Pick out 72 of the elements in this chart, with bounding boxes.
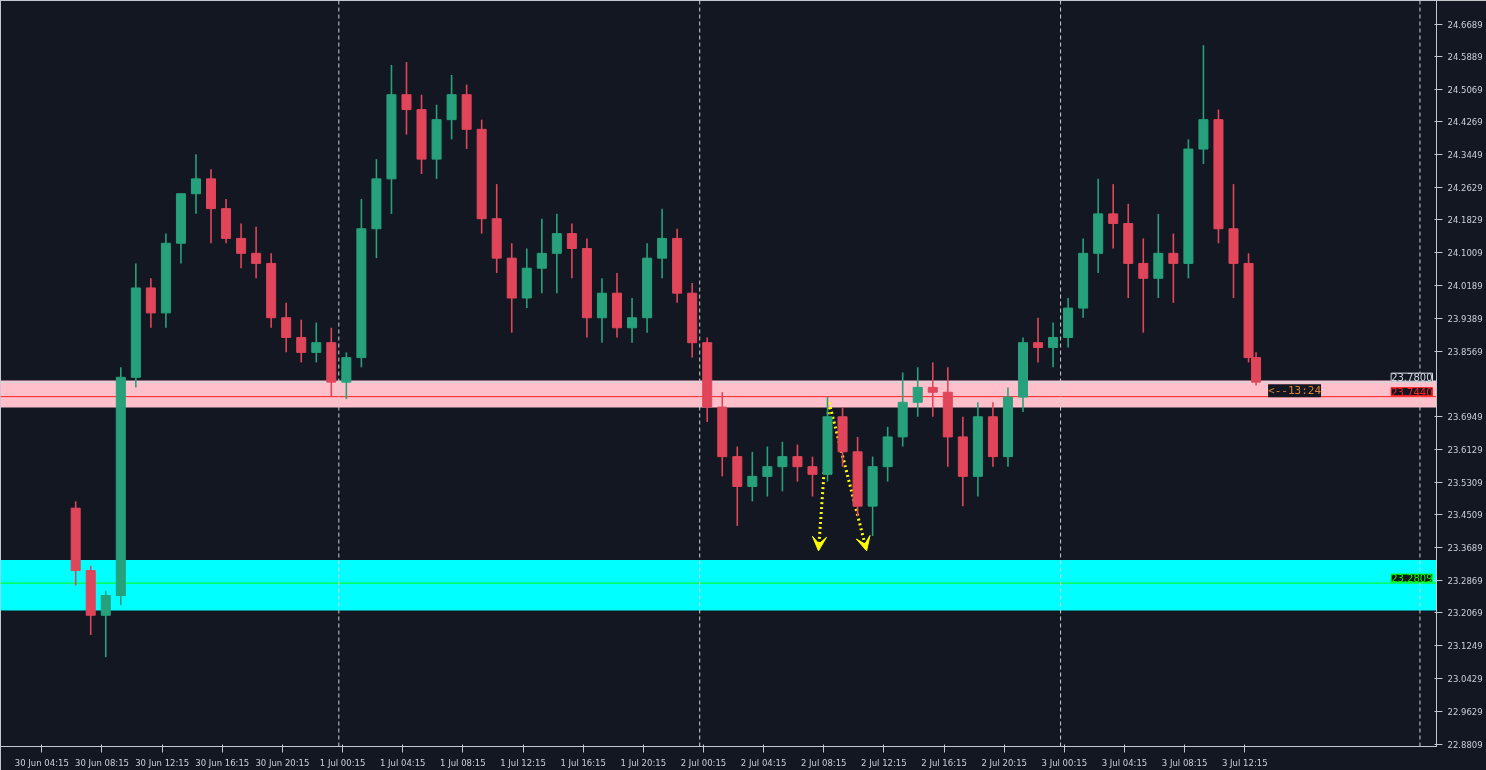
y-tick-label: 22.9629 — [1447, 706, 1483, 717]
candlestick — [1168, 232, 1179, 304]
y-tick-label: 24.6689 — [1447, 19, 1483, 30]
y-tick-label: 23.3689 — [1447, 543, 1483, 554]
y-tick-label: 23.1249 — [1447, 641, 1483, 652]
x-tick-label: 1 Jul 20:15 — [620, 757, 667, 768]
x-tick-label: 30 Jun 04:15 — [14, 757, 69, 768]
x-tick-label: 2 Jul 04:15 — [740, 757, 787, 768]
x-tick-label: 3 Jul 08:15 — [1161, 757, 1208, 768]
candlestick — [566, 222, 577, 280]
y-tick-label: 24.5069 — [1447, 85, 1483, 96]
candlestick — [281, 302, 292, 354]
x-tick-label: 2 Jul 12:15 — [861, 757, 907, 768]
x-tick-label: 1 Jul 16:15 — [560, 757, 606, 768]
candlestick — [777, 440, 788, 493]
candlestick — [236, 222, 247, 270]
candlestick — [792, 443, 803, 483]
x-tick-label: 30 Jun 12:15 — [135, 757, 190, 768]
y-tick-label: 24.1829 — [1447, 215, 1483, 226]
x-tick-label: 3 Jul 00:15 — [1041, 757, 1088, 768]
y-tick-label: 24.1009 — [1447, 248, 1483, 259]
candlestick — [1033, 316, 1044, 364]
y-tick-label: 24.0189 — [1447, 281, 1483, 292]
x-tick-label: 2 Jul 16:15 — [921, 757, 967, 768]
x-tick-label: 30 Jun 20:15 — [255, 757, 310, 768]
candlestick — [251, 225, 262, 280]
ref-line-label: 23.2809 — [1391, 573, 1433, 585]
x-tick-label: 30 Jun 16:15 — [195, 757, 250, 768]
candlestick — [912, 366, 923, 418]
y-tick-label: 23.4509 — [1447, 510, 1483, 521]
candlestick — [1108, 183, 1119, 250]
x-tick-label: 30 Jun 08:15 — [75, 757, 129, 768]
candlestick — [100, 589, 111, 658]
y-tick-label: 23.6949 — [1447, 411, 1483, 422]
y-tick-label: 24.4269 — [1447, 117, 1483, 128]
annotation: <--13:24 — [1268, 384, 1322, 398]
y-tick-label: 22.8809 — [1447, 739, 1483, 750]
candlestick — [1048, 321, 1059, 369]
y-tick-label: 23.9389 — [1447, 313, 1483, 324]
candlestick — [747, 451, 758, 503]
y-tick-label: 23.5309 — [1447, 477, 1483, 488]
candlestick — [296, 318, 307, 364]
y-tick-label: 24.2629 — [1447, 183, 1483, 194]
y-tick-label: 23.2869 — [1447, 576, 1483, 587]
candlestick — [807, 455, 818, 498]
candlestick — [657, 207, 668, 280]
candlestick — [536, 217, 547, 294]
x-tick-label: 1 Jul 08:15 — [440, 757, 486, 768]
candlestick — [401, 61, 412, 136]
x-tick-label: 1 Jul 00:15 — [319, 757, 366, 768]
candlestick — [927, 361, 938, 418]
candlestick — [311, 321, 322, 364]
y-tick-label: 23.8569 — [1447, 346, 1483, 357]
x-tick-label: 1 Jul 04:15 — [379, 757, 426, 768]
candlestick — [190, 153, 201, 215]
y-tick-label: 23.6129 — [1447, 444, 1483, 455]
x-tick-label: 2 Jul 20:15 — [981, 757, 1027, 768]
x-tick-label: 3 Jul 12:15 — [1222, 757, 1268, 768]
y-tick-label: 24.5889 — [1447, 52, 1483, 62]
ref-line-label: 23.7800 — [1391, 372, 1433, 384]
y-tick-label: 23.0429 — [1447, 674, 1483, 685]
y-tick-label: 23.2069 — [1447, 608, 1483, 619]
candlestick — [762, 445, 773, 498]
x-tick-label: 2 Jul 00:15 — [680, 757, 727, 768]
candlestick — [627, 297, 638, 344]
x-tick-label: 3 Jul 04:15 — [1101, 757, 1148, 768]
candlestick — [551, 213, 562, 294]
ref-line-label: 23.7440 — [1391, 386, 1433, 398]
candlestick — [1138, 237, 1149, 334]
x-tick-label: 1 Jul 12:15 — [500, 757, 546, 768]
y-tick-label: 24.3449 — [1447, 150, 1483, 161]
x-tick-label: 2 Jul 08:15 — [800, 757, 847, 768]
